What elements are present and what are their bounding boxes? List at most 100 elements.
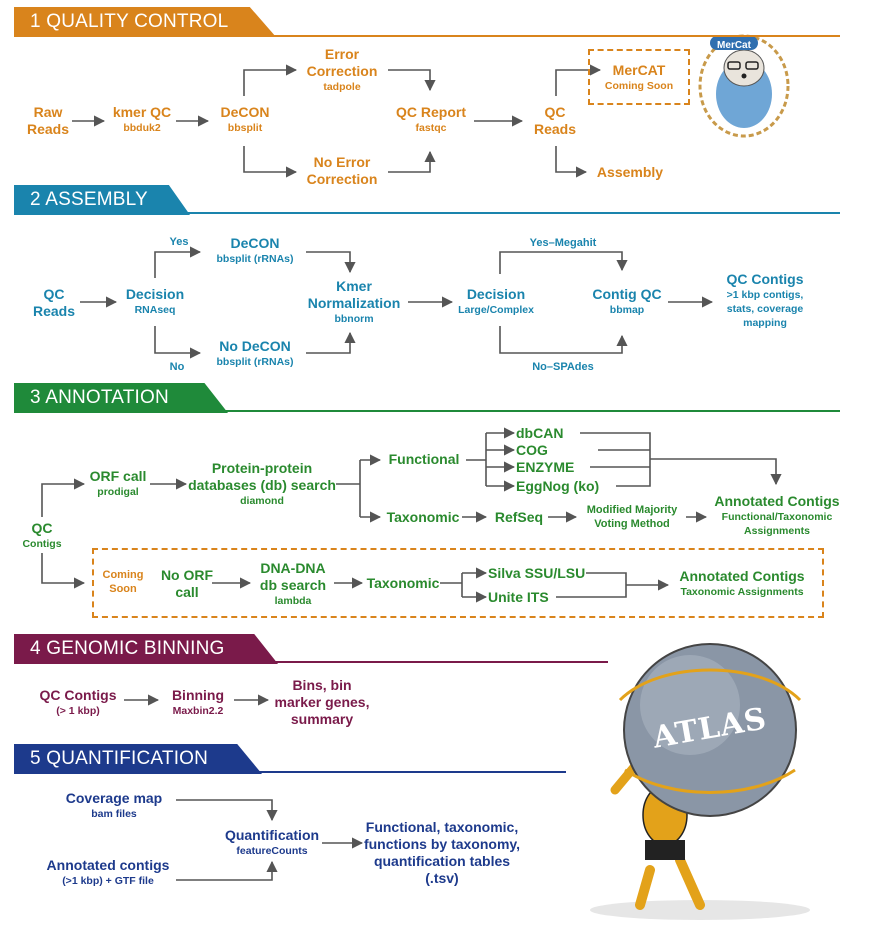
- no-spades-node: No–SPAdes: [520, 359, 606, 376]
- error-correction-label: Error Correction: [306, 46, 378, 79]
- section-1-rule: [14, 35, 840, 37]
- yes-label: Yes: [169, 236, 189, 248]
- no-orf-call-node: No ORF call: [160, 567, 214, 601]
- coverage-map-sub: bam files: [91, 808, 137, 820]
- no-error-correction-label: No Error Correction: [306, 154, 378, 187]
- enzyme-node: ENZYME: [516, 459, 590, 476]
- contig-qc-label: Contig QC: [592, 286, 662, 302]
- annotated-contigs-input-label: Annotated contigs: [46, 857, 170, 873]
- complex-decision-label: Decision: [466, 286, 526, 302]
- bin-qc-contigs-sub: (> 1 kbp): [56, 705, 100, 717]
- annotated-contigs-label: Annotated Contigs: [714, 493, 840, 509]
- voting-method-label: Modified Majority Voting Method: [586, 504, 678, 530]
- no-label: No: [169, 361, 185, 373]
- coverage-map-node: Coverage map bam files: [52, 790, 176, 821]
- silva-node: Silva SSU/LSU: [488, 565, 588, 582]
- error-correction-node: Error Correction tadpole: [296, 46, 388, 94]
- qc-report-label: QC Report: [396, 104, 466, 120]
- decon-tool: bbsplit: [227, 122, 263, 134]
- error-correction-tool: tadpole: [323, 81, 361, 93]
- asm-no-decon-label: No DeCON: [219, 338, 291, 354]
- silva-label: Silva SSU/LSU: [488, 565, 586, 581]
- asm-decon-label: DeCON: [230, 235, 280, 251]
- complex-decision-node: Decision Large/Complex: [452, 286, 540, 317]
- annotated-contigs2-node: Annotated Contigs Taxonomic Assignments: [670, 568, 814, 599]
- eggnog-label: EggNog (ko): [516, 478, 600, 494]
- orf-call-tool: prodigal: [97, 486, 139, 498]
- decon-node: DeCON bbsplit: [210, 104, 280, 135]
- dbcan-label: dbCAN: [516, 425, 564, 441]
- yes-megahit-node: Yes–Megahit: [518, 235, 608, 252]
- kmer-qc-label: kmer QC: [112, 104, 172, 120]
- kmer-normalization-tool: bbnorm: [334, 313, 374, 325]
- binning-node: Binning Maxbin2.2: [160, 687, 236, 718]
- bins-output-node: Bins, bin marker genes, summary: [268, 677, 376, 728]
- mercat-node: MerCAT Coming Soon: [590, 62, 688, 93]
- quantification-tool: featureCounts: [236, 845, 308, 857]
- binning-tool: Maxbin2.2: [172, 705, 224, 717]
- unite-node: Unite ITS: [488, 589, 558, 606]
- asm-qc-reads-label: QC Reads: [32, 286, 76, 319]
- asm-qc-contigs-node: QC Contigs >1 kbp contigs, stats, covera…: [712, 271, 818, 330]
- assembly-node: Assembly: [590, 164, 670, 181]
- annotated-contigs2-sub: Taxonomic Assignments: [680, 586, 804, 598]
- annotated-contigs-sub: Functional/Taxonomic Assignments: [721, 511, 833, 537]
- rnaseq-decision-label: Decision: [125, 286, 185, 302]
- quant-output-node: Functional, taxonomic, functions by taxo…: [356, 819, 528, 887]
- assembly-label: Assembly: [596, 164, 664, 180]
- coverage-map-label: Coverage map: [65, 790, 163, 806]
- unite-label: Unite ITS: [488, 589, 549, 605]
- asm-no-decon-node: No DeCON bbsplit (rRNAs): [202, 338, 308, 369]
- mercat-mascot-label: MerCat: [712, 37, 756, 54]
- mercat-mascot-text: MerCat: [717, 40, 751, 51]
- refseq-node: RefSeq: [488, 509, 550, 526]
- qc-reads-node: QC Reads: [526, 104, 584, 138]
- contig-qc-node: Contig QC bbmap: [582, 286, 672, 317]
- voting-method-node: Modified Majority Voting Method: [578, 503, 686, 531]
- orf-call-label: ORF call: [89, 468, 147, 484]
- binning-label: Binning: [171, 687, 225, 703]
- cog-label: COG: [516, 442, 548, 458]
- asm-decon-node: DeCON bbsplit (rRNAs): [202, 235, 308, 266]
- mercat-label: MerCAT: [612, 62, 666, 78]
- quant-output-label: Functional, taxonomic, functions by taxo…: [363, 819, 521, 886]
- section-2-rule: [14, 212, 840, 214]
- mercat-coming-soon-box: [588, 49, 690, 105]
- complex-decision-sub: Large/Complex: [458, 304, 534, 316]
- coming-soon-node: Coming Soon: [96, 568, 150, 596]
- coming-soon-box: [92, 548, 824, 618]
- functional-node: Functional: [382, 451, 466, 468]
- protein-db-search-node: Protein-protein databases (db) search di…: [188, 460, 336, 508]
- enzyme-label: ENZYME: [516, 459, 575, 475]
- cog-node: COG: [516, 442, 580, 459]
- raw-reads-label: Raw Reads: [26, 104, 70, 137]
- asm-qc-reads-node: QC Reads: [28, 286, 80, 320]
- annotated-contigs-input-sub: (>1 kbp) + GTF file: [62, 875, 154, 887]
- contig-qc-tool: bbmap: [609, 304, 645, 316]
- section-4-header: 4 GENOMIC BINNING: [14, 634, 278, 664]
- asm-decon-tool: bbsplit (rRNAs): [216, 253, 294, 265]
- protein-db-search-label: Protein-protein databases (db) search: [188, 460, 336, 493]
- section-3-rule: [14, 410, 840, 412]
- mercat-note: Coming Soon: [604, 80, 674, 92]
- yes-label-node: Yes: [164, 234, 194, 251]
- eggnog-node: EggNog (ko): [516, 478, 616, 495]
- kmer-qc-tool: bbduk2: [123, 122, 161, 134]
- coming-soon-label: Coming Soon: [102, 569, 144, 595]
- mercat-mascot-icon: [698, 34, 790, 138]
- dna-db-search-tool: lambda: [274, 595, 312, 607]
- ann-qc-contigs-label: QC: [31, 520, 53, 536]
- protein-db-search-tool: diamond: [240, 495, 284, 507]
- section-1-header: 1 QUALITY CONTROL: [14, 7, 276, 37]
- qc-reads-label: QC Reads: [533, 104, 577, 137]
- rnaseq-decision-node: Decision RNAseq: [118, 286, 192, 317]
- no-error-correction-node: No Error Correction: [296, 154, 388, 188]
- kmer-normalization-label: Kmer Normalization: [307, 278, 401, 311]
- no-spades-label: No–SPAdes: [532, 361, 594, 373]
- qc-report-tool: fastqc: [415, 122, 447, 134]
- ann-qc-contigs-node: QC Contigs: [16, 520, 68, 551]
- section-3-header: 3 ANNOTATION: [14, 383, 228, 413]
- asm-qc-contigs-sub: >1 kbp contigs, stats, coverage mapping: [726, 289, 804, 329]
